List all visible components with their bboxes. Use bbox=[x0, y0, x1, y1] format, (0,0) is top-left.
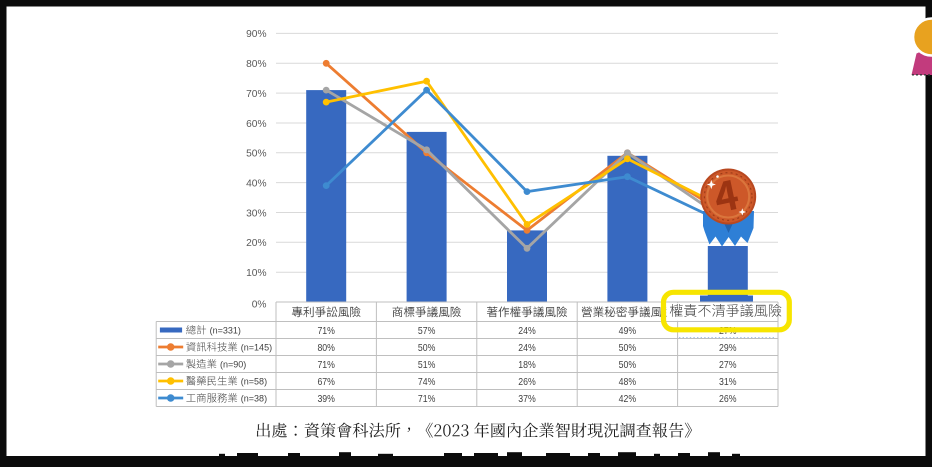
svg-text:70%: 70% bbox=[246, 89, 266, 100]
svg-text:90%: 90% bbox=[246, 29, 266, 40]
svg-text:67%: 67% bbox=[317, 376, 335, 388]
svg-text:49%: 49% bbox=[619, 325, 637, 337]
svg-text:50%: 50% bbox=[246, 149, 266, 160]
svg-text:51%: 51% bbox=[418, 359, 436, 371]
svg-text:50%: 50% bbox=[619, 342, 637, 354]
svg-text:71%: 71% bbox=[418, 393, 436, 405]
svg-text:29%: 29% bbox=[719, 342, 737, 354]
svg-text:37%: 37% bbox=[518, 393, 536, 405]
svg-text:71%: 71% bbox=[317, 325, 335, 337]
svg-text:60%: 60% bbox=[246, 119, 266, 130]
svg-text:(n=58): (n=58) bbox=[241, 376, 267, 386]
svg-text:74%: 74% bbox=[418, 376, 436, 388]
svg-text:20%: 20% bbox=[246, 238, 266, 249]
svg-text:40%: 40% bbox=[246, 178, 266, 189]
svg-text:39%: 39% bbox=[317, 393, 335, 405]
svg-text:27%: 27% bbox=[719, 359, 737, 371]
svg-text:10%: 10% bbox=[246, 268, 266, 279]
svg-text:50%: 50% bbox=[619, 359, 637, 371]
svg-text:(n=145): (n=145) bbox=[241, 342, 272, 352]
svg-text:24%: 24% bbox=[518, 342, 536, 354]
svg-text:42%: 42% bbox=[619, 393, 637, 405]
svg-text:50%: 50% bbox=[418, 342, 436, 354]
svg-text:80%: 80% bbox=[317, 342, 335, 354]
svg-text:26%: 26% bbox=[518, 376, 536, 388]
svg-text:26%: 26% bbox=[719, 393, 737, 405]
svg-text:(n=90): (n=90) bbox=[220, 359, 246, 369]
svg-text:(n=38): (n=38) bbox=[241, 393, 267, 403]
svg-text:31%: 31% bbox=[719, 376, 737, 388]
svg-text:48%: 48% bbox=[619, 376, 637, 388]
svg-text:57%: 57% bbox=[418, 325, 436, 337]
svg-text:71%: 71% bbox=[317, 359, 335, 371]
svg-text:80%: 80% bbox=[246, 59, 266, 70]
svg-text:18%: 18% bbox=[518, 359, 536, 371]
svg-text:0%: 0% bbox=[252, 299, 267, 310]
svg-text:24%: 24% bbox=[518, 325, 536, 337]
svg-text:(n=331): (n=331) bbox=[210, 325, 241, 335]
svg-text:30%: 30% bbox=[246, 208, 266, 219]
